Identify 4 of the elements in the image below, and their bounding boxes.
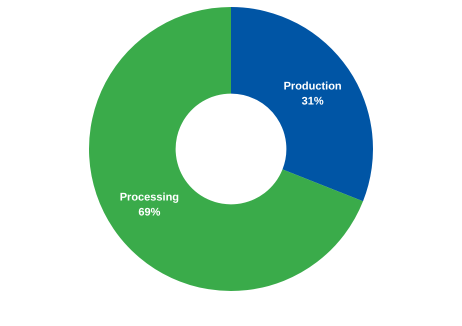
- data-label: 69%: [138, 206, 161, 219]
- slice-label: Production: [284, 80, 342, 93]
- slice-label: Processing: [120, 192, 180, 204]
- data-label: 31%: [302, 96, 324, 108]
